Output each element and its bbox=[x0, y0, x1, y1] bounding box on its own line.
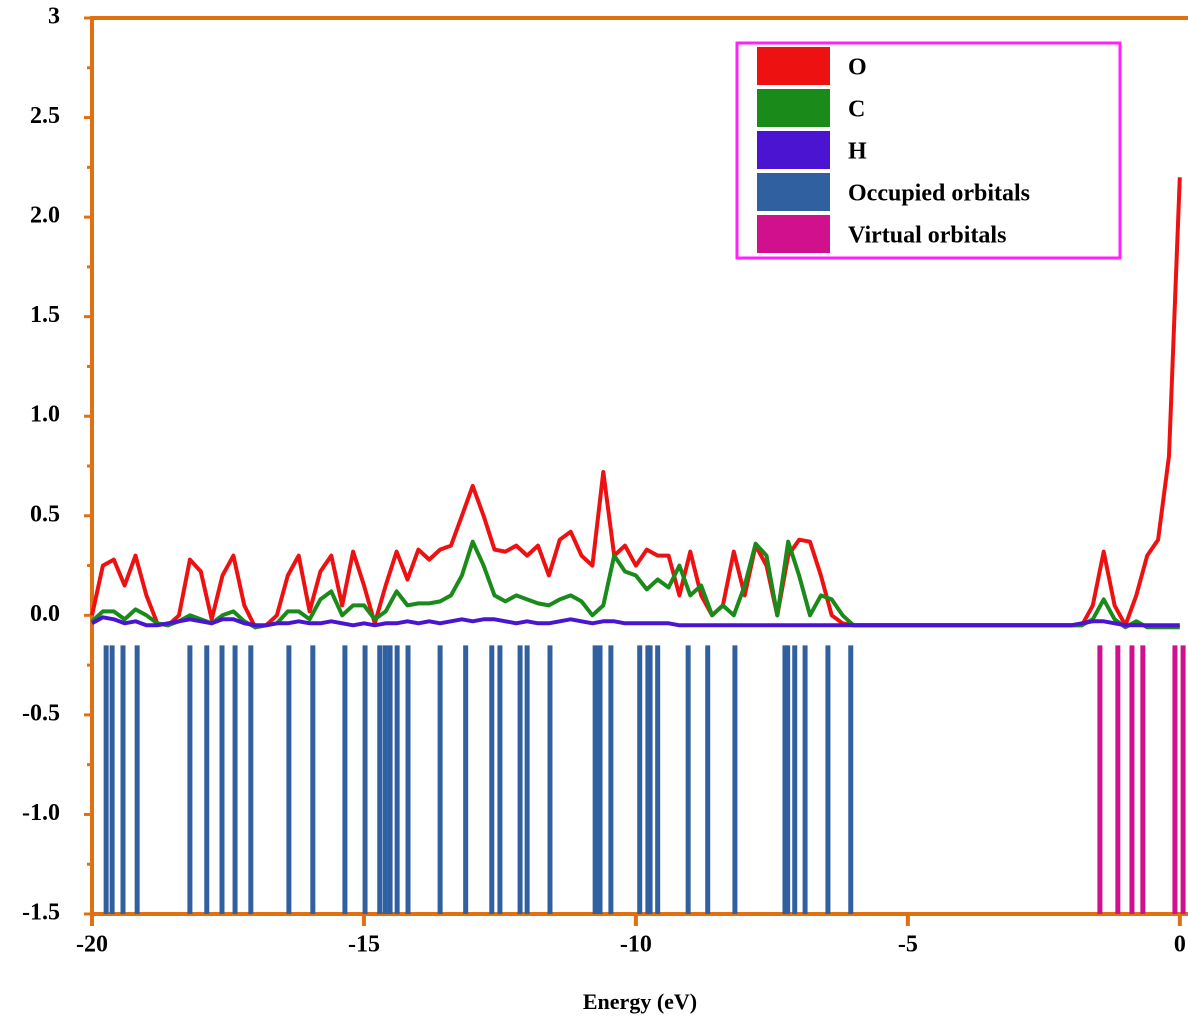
y-tick-label: 2.5 bbox=[30, 103, 60, 129]
x-tick-label: -15 bbox=[348, 932, 380, 958]
x-tick-label: -20 bbox=[76, 932, 108, 958]
legend-swatch bbox=[757, 131, 830, 169]
legend-label: O bbox=[848, 55, 867, 81]
legend-label: C bbox=[848, 97, 865, 123]
y-tick-label: 1.5 bbox=[30, 302, 60, 328]
y-tick-label: 3 bbox=[48, 4, 60, 30]
y-tick-label: 0.5 bbox=[30, 501, 60, 527]
y-tick-label: 0.0 bbox=[30, 601, 60, 627]
legend-swatch bbox=[757, 47, 830, 85]
x-tick-label: -10 bbox=[620, 932, 652, 958]
y-tick-label: 2.0 bbox=[30, 203, 60, 229]
legend-label: H bbox=[848, 139, 867, 165]
y-tick-label: -1.0 bbox=[22, 800, 60, 826]
x-axis-label: Energy (eV) bbox=[583, 989, 697, 1014]
dos-line bbox=[90, 539, 1180, 630]
legend-label: Virtual orbitals bbox=[848, 223, 1006, 249]
legend-swatch bbox=[757, 173, 830, 211]
y-tick-label: -0.5 bbox=[22, 700, 60, 726]
x-tick-label: -5 bbox=[898, 932, 918, 958]
x-tick-label: 0 bbox=[1174, 932, 1186, 958]
y-tick-label: 1.0 bbox=[30, 402, 60, 428]
legend-swatch bbox=[757, 89, 830, 127]
legend-swatch bbox=[757, 215, 830, 253]
dos-line bbox=[91, 615, 1180, 628]
legend-label: Occupied orbitals bbox=[848, 181, 1030, 207]
y-tick-label: -1.5 bbox=[22, 900, 60, 926]
